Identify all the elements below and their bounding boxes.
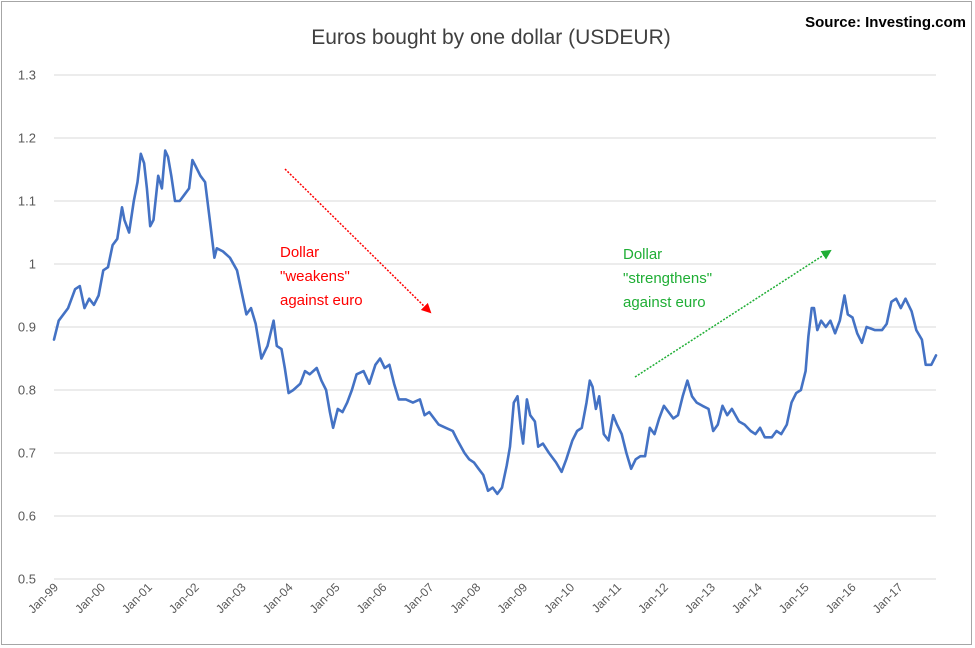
x-tick-label: Jan-10	[541, 580, 577, 616]
y-tick-label: 0.5	[18, 572, 36, 587]
strengthens-arrow	[634, 249, 832, 378]
y-tick-label: 1.3	[18, 68, 36, 83]
x-tick-label: Jan-14	[729, 580, 765, 616]
x-tick-label: Jan-12	[635, 580, 671, 616]
x-tick-label: Jan-02	[166, 580, 202, 616]
weakens-line-2: "weakens"	[280, 268, 350, 285]
x-tick-label: Jan-08	[448, 580, 484, 616]
weakens-line-3: against euro	[280, 292, 363, 309]
strengthens-line-3: against euro	[623, 294, 706, 311]
chart-source: Source: Investing.com	[805, 14, 966, 31]
y-axis-ticks: 0.5 0.6 0.7 0.8 0.9 1 1.1 1.2 1.3	[18, 68, 36, 587]
x-tick-label: Jan-04	[260, 580, 296, 616]
y-tick-label: 0.9	[18, 320, 36, 335]
y-tick-label: 1.1	[18, 194, 36, 209]
x-tick-label: Jan-05	[307, 580, 343, 616]
y-tick-label: 1.2	[18, 131, 36, 146]
y-tick-label: 1	[29, 257, 36, 272]
x-tick-label: Jan-01	[119, 580, 155, 616]
gridlines	[54, 74, 936, 580]
x-tick-label: Jan-06	[354, 580, 390, 616]
x-tick-label: Jan-17	[870, 580, 906, 616]
x-tick-label: Jan-09	[494, 580, 530, 616]
strengthens-annotation: Dollar "strengthens" against euro	[623, 246, 716, 311]
x-tick-label: Jan-15	[776, 580, 812, 616]
strengthens-line-1: Dollar	[623, 246, 662, 263]
x-tick-label: Jan-16	[823, 580, 859, 616]
x-tick-label: Jan-13	[682, 580, 718, 616]
x-tick-label: Jan-11	[589, 580, 624, 615]
usdeur-series-line	[52, 149, 938, 496]
y-tick-label: 0.7	[18, 446, 36, 461]
x-tick-label: Jan-07	[401, 580, 437, 616]
x-tick-label: Jan-00	[72, 580, 108, 616]
x-axis-ticks: Jan-99 Jan-00 Jan-01 Jan-02 Jan-03 Jan-04 Jan-…	[25, 580, 906, 616]
chart-title: Euros bought by one dollar (USDEUR)	[311, 26, 671, 49]
weakens-annotation: Dollar "weakens" against euro	[280, 244, 363, 309]
weakens-line-1: Dollar	[280, 244, 319, 261]
strengthens-line-2: "strengthens"	[623, 270, 712, 287]
x-tick-label: Jan-03	[213, 580, 249, 616]
y-tick-label: 0.8	[18, 383, 36, 398]
y-tick-label: 0.6	[18, 509, 36, 524]
weakens-arrow	[284, 168, 432, 314]
